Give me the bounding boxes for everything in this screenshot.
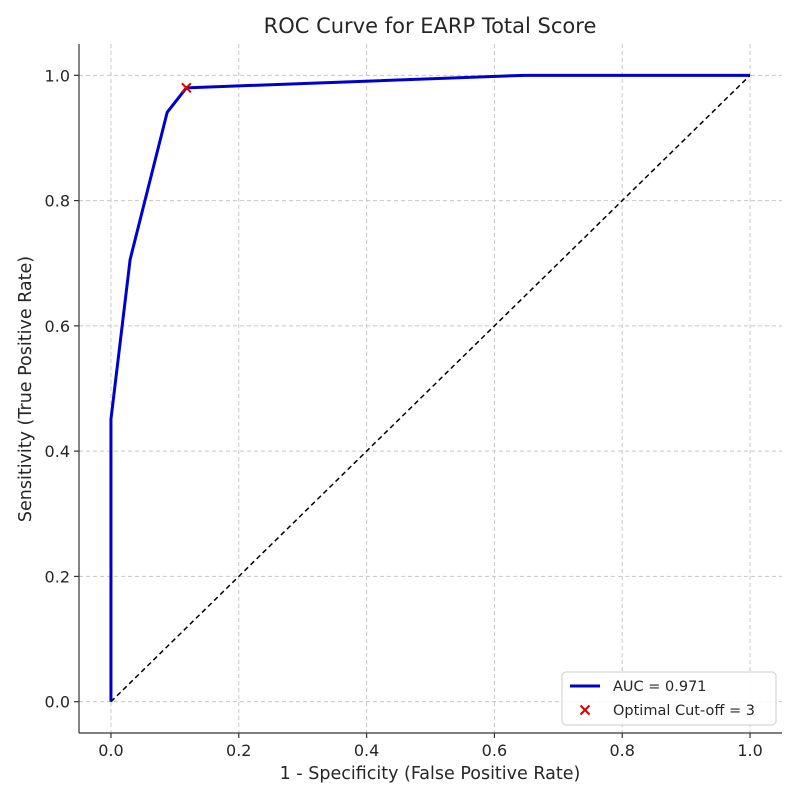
legend-box bbox=[561, 671, 777, 726]
x-tick-label: 0.8 bbox=[610, 741, 635, 760]
reference-diagonal-line bbox=[110, 74, 751, 703]
legend: AUC = 0.971 Optimal Cut-off = 3 bbox=[561, 671, 777, 726]
roc-curve-line bbox=[109, 73, 751, 702]
axes-frame bbox=[78, 44, 782, 734]
x-tick-label: 0.4 bbox=[354, 741, 379, 760]
x-tick-label: 0.2 bbox=[226, 741, 251, 760]
legend-label-auc: AUC = 0.971 bbox=[613, 679, 707, 695]
marker-stroke bbox=[181, 82, 192, 94]
x-tick-label: 0.6 bbox=[482, 741, 507, 760]
optimal-cutoff-marker bbox=[181, 82, 192, 94]
tick-layer: 0.0 0.2 0.4 0.6 0.8 1.0 0.0 0.2 0.4 0.6 0.8 1.0 bbox=[45, 66, 763, 760]
series-layer bbox=[109, 73, 751, 703]
x-tick-label: 0.0 bbox=[98, 741, 123, 760]
y-tick-label: 0.4 bbox=[45, 442, 70, 461]
y-tick-label: 0.6 bbox=[45, 317, 70, 336]
legend-marker-swatch bbox=[579, 704, 591, 716]
y-tick-label: 0.0 bbox=[45, 693, 70, 712]
y-tick-label: 0.2 bbox=[45, 567, 70, 586]
x-tick-label: 1.0 bbox=[737, 741, 762, 760]
grid-layer bbox=[79, 44, 782, 733]
chart-title: ROC Curve for EARP Total Score bbox=[264, 14, 597, 38]
legend-label-optimal-cutoff: Optimal Cut-off = 3 bbox=[613, 703, 755, 719]
x-axis-title: 1 - Specificity (False Positive Rate) bbox=[280, 764, 581, 784]
legend-marker-stroke bbox=[579, 704, 591, 716]
y-axis-title: Sensitivity (True Positive Rate) bbox=[16, 256, 36, 522]
y-tick-label: 1.0 bbox=[45, 66, 70, 85]
y-tick-label: 0.8 bbox=[45, 192, 70, 211]
